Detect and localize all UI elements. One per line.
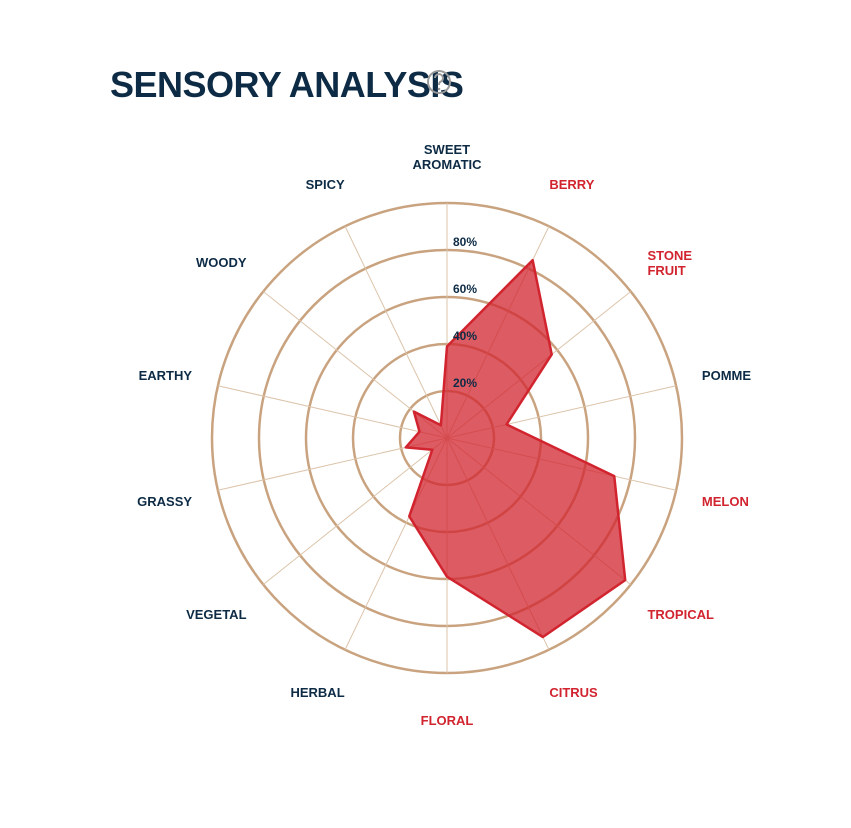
axis-label: STONE FRUIT [647, 248, 692, 278]
axis-label: SPICY [306, 177, 345, 192]
axis-label: FLORAL [421, 713, 474, 728]
data-area [404, 258, 627, 639]
help-circle[interactable] [427, 70, 451, 94]
help-dot[interactable] [437, 87, 441, 91]
axis-label: MELON [702, 494, 749, 509]
r-tick-label: 80% [453, 235, 477, 249]
help-icon[interactable] [427, 70, 451, 94]
spoke [344, 226, 448, 439]
axis-label: GRASSY [137, 494, 192, 509]
axis-label: EARTHY [139, 368, 193, 383]
help-glyph[interactable] [434, 73, 444, 86]
axis-label: POMME [702, 368, 751, 383]
chart-title: SENSORY ANALYSIS [110, 64, 463, 105]
axis-label: TROPICAL [647, 607, 714, 622]
axis-label: VEGETAL [186, 607, 246, 622]
spoke [262, 437, 448, 585]
r-tick-label: 20% [453, 376, 477, 390]
axis-label: BERRY [549, 177, 594, 192]
axis-label: HERBAL [290, 685, 344, 700]
axis-label: SWEET AROMATIC [412, 142, 482, 172]
axis-label: CITRUS [549, 685, 598, 700]
axis-label: WOODY [196, 255, 247, 270]
spoke [217, 385, 448, 439]
r-tick-label: 40% [453, 329, 477, 343]
r-tick-label: 60% [453, 282, 477, 296]
